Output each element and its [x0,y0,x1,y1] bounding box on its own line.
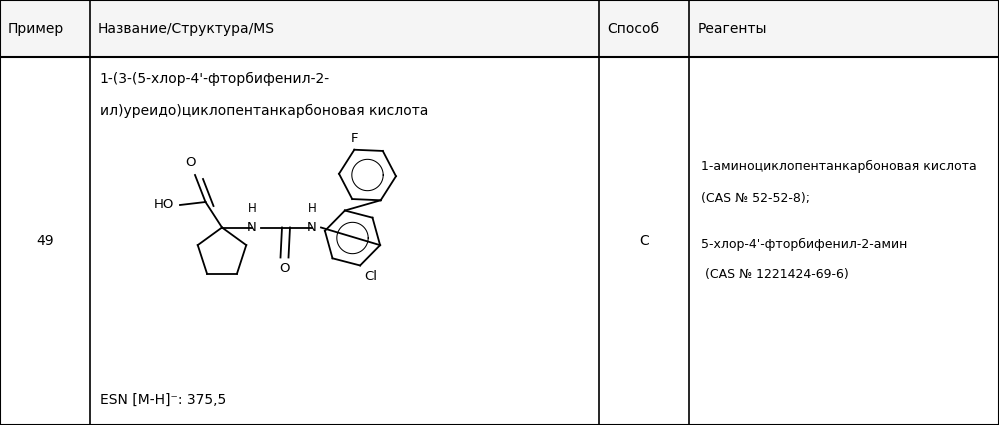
Text: ил)уреидо)циклопентанкарбоновая кислота: ил)уреидо)циклопентанкарбоновая кислота [100,105,429,119]
Bar [0,0,999,57]
Text: N: N [307,221,317,234]
Text: C: C [639,234,649,248]
Text: Реагенты: Реагенты [697,22,767,36]
Text: Пример: Пример [8,22,64,36]
Text: H: H [308,201,317,215]
Text: N: N [247,221,257,234]
Text: ESN [M-H]⁻: 375,5: ESN [M-H]⁻: 375,5 [100,393,226,407]
Text: 1-аминоциклопентанкарбоновая кислота: 1-аминоциклопентанкарбоновая кислота [701,160,977,173]
Text: O: O [186,156,196,169]
Text: Название/Структура/MS: Название/Структура/MS [98,22,275,36]
Text: 5-хлор-4'-фторбифенил-2-амин: 5-хлор-4'-фторбифенил-2-амин [701,238,908,252]
Text: (CAS № 52-52-8);: (CAS № 52-52-8); [701,192,810,205]
Text: F: F [351,132,358,145]
Text: O: O [280,263,290,275]
Text: H: H [248,201,257,215]
Text: 49: 49 [36,234,54,248]
Text: Способ: Способ [607,22,659,36]
Text: 1-(3-(5-хлор-4'-фторбифенил-2-: 1-(3-(5-хлор-4'-фторбифенил-2- [100,72,330,86]
Text: Cl: Cl [364,270,377,283]
Text: (CAS № 1221424-69-6): (CAS № 1221424-69-6) [701,268,849,281]
Text: HO: HO [154,198,174,212]
